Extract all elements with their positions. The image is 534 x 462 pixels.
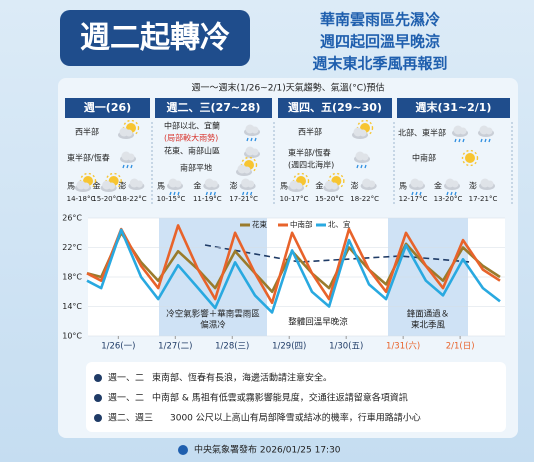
place: 金 bbox=[193, 181, 201, 191]
note-tag: 週二、週三 bbox=[108, 413, 153, 424]
subtitle: 週一～週末(1/26~2/1)天氣趨勢、氣溫(°C)預估 bbox=[191, 82, 384, 94]
region-note: (局部較大雨勢) bbox=[164, 133, 218, 143]
place: 金 bbox=[93, 181, 101, 191]
place: 金 bbox=[315, 181, 323, 191]
x-tick-label: 2/1(日) bbox=[446, 342, 475, 352]
headline: 週四起回溫早晚涼 bbox=[320, 33, 440, 51]
headline: 週末東北季風再報到 bbox=[312, 55, 447, 73]
period-header bbox=[155, 98, 272, 118]
x-tick-label: 1/30(五) bbox=[329, 342, 363, 352]
x-tick-label: 1/31(六) bbox=[386, 341, 420, 352]
temp-range: 15-20°C bbox=[92, 195, 121, 203]
period-header bbox=[278, 98, 392, 118]
place: 金 bbox=[434, 181, 442, 191]
x-tick-label: 1/26(一) bbox=[101, 342, 135, 352]
place: 澎 bbox=[469, 181, 477, 191]
temp-range: 14-18°C bbox=[67, 195, 96, 203]
note-icon bbox=[94, 414, 102, 422]
place: 澎 bbox=[118, 181, 126, 191]
title: 週二起轉冷 bbox=[80, 21, 230, 56]
place: 馬 bbox=[67, 182, 75, 191]
x-tick-label: 1/28(三) bbox=[215, 342, 249, 352]
period-header bbox=[397, 98, 510, 118]
region: 花東、南部山區 bbox=[164, 146, 220, 156]
period-label: 週二、三(27~28) bbox=[167, 100, 261, 114]
temp-range: 10-17°C bbox=[280, 195, 309, 203]
note-text: 東南部、恆春有長浪，海邊活動請注意安全。 bbox=[152, 372, 332, 384]
y-tick-label: 14°C bbox=[62, 302, 82, 311]
temp-range: 15-20°C bbox=[315, 195, 344, 203]
logo bbox=[178, 445, 188, 455]
y-tick-label: 18°C bbox=[62, 273, 82, 282]
annotation: 東北季風 bbox=[411, 320, 446, 331]
region: 西半部 bbox=[75, 127, 99, 137]
temp-range: 11-19°C bbox=[193, 195, 222, 203]
region: 西半部 bbox=[298, 127, 322, 137]
annotation: 偏濕冷 bbox=[200, 320, 226, 331]
temp-range: 18-22°C bbox=[350, 195, 379, 203]
y-tick-label: 26°C bbox=[62, 214, 82, 223]
x-tick-label: 1/27(二) bbox=[158, 342, 192, 352]
annotation: 鋒面通過＆ bbox=[407, 309, 450, 320]
y-tick-label: 22°C bbox=[62, 243, 82, 252]
y-tick-label: 10°C bbox=[62, 332, 82, 341]
note-text: 3000 公尺以上高山有局部降雪或結冰的機率，行車用路請小心 bbox=[170, 412, 421, 424]
trend-line bbox=[204, 244, 471, 263]
region: 中南部 bbox=[412, 153, 436, 163]
note-icon bbox=[94, 394, 102, 402]
legend-label: 花東 bbox=[252, 219, 267, 229]
temp-range: 18-22°C bbox=[118, 195, 147, 203]
place: 馬 bbox=[280, 182, 288, 191]
period-label: 週一(26) bbox=[84, 100, 131, 114]
note-tag: 週一、二 bbox=[108, 373, 144, 384]
note-icon bbox=[94, 374, 102, 382]
annotation: 冷空氣影響＋華南雲雨區 bbox=[166, 309, 260, 320]
region: 南部平地 bbox=[180, 163, 212, 173]
title-box bbox=[60, 10, 250, 66]
place: 馬 bbox=[399, 182, 407, 191]
temp-range: 10-15°C bbox=[157, 195, 186, 203]
place: 澎 bbox=[230, 181, 238, 191]
notes-box bbox=[86, 362, 506, 432]
note-tag: 週一、二 bbox=[108, 393, 144, 404]
legend-label: 北、宜 bbox=[328, 219, 351, 229]
footer: 中央氣象署發布 2026/01/25 17:30 bbox=[194, 444, 341, 456]
region: 北部、東半部 bbox=[398, 128, 446, 138]
temp-range: 17-21°C bbox=[229, 195, 258, 203]
temp-range: 17-21°C bbox=[469, 195, 498, 203]
temp-range: 13-20°C bbox=[434, 195, 463, 203]
x-tick-label: 1/29(四) bbox=[272, 342, 306, 352]
period-label: 週四、五(29~30) bbox=[288, 100, 382, 114]
legend-label: 中南部 bbox=[290, 219, 313, 229]
period-header bbox=[65, 98, 150, 118]
region: 中部以北、宜蘭 bbox=[164, 121, 220, 131]
annotation: 整體回溫早晚涼 bbox=[288, 317, 348, 328]
note-text: 中南部 & 馬祖有低雲或霧影響能見度，交通往返請留意各項資訊 bbox=[152, 392, 408, 404]
region: 東半部/恆春 bbox=[288, 148, 331, 158]
headline: 華南雲雨區先濕冷 bbox=[320, 11, 440, 29]
place: 澎 bbox=[351, 181, 359, 191]
series-line bbox=[86, 224, 501, 305]
period-label: 週末(31~2/1) bbox=[416, 100, 492, 114]
place: 馬 bbox=[157, 182, 165, 191]
temp-range: 12-17°C bbox=[399, 195, 428, 203]
series-line bbox=[86, 228, 501, 314]
region: 東半部/恆春 bbox=[67, 153, 110, 163]
region-note: (週四北海岸) bbox=[288, 160, 334, 170]
